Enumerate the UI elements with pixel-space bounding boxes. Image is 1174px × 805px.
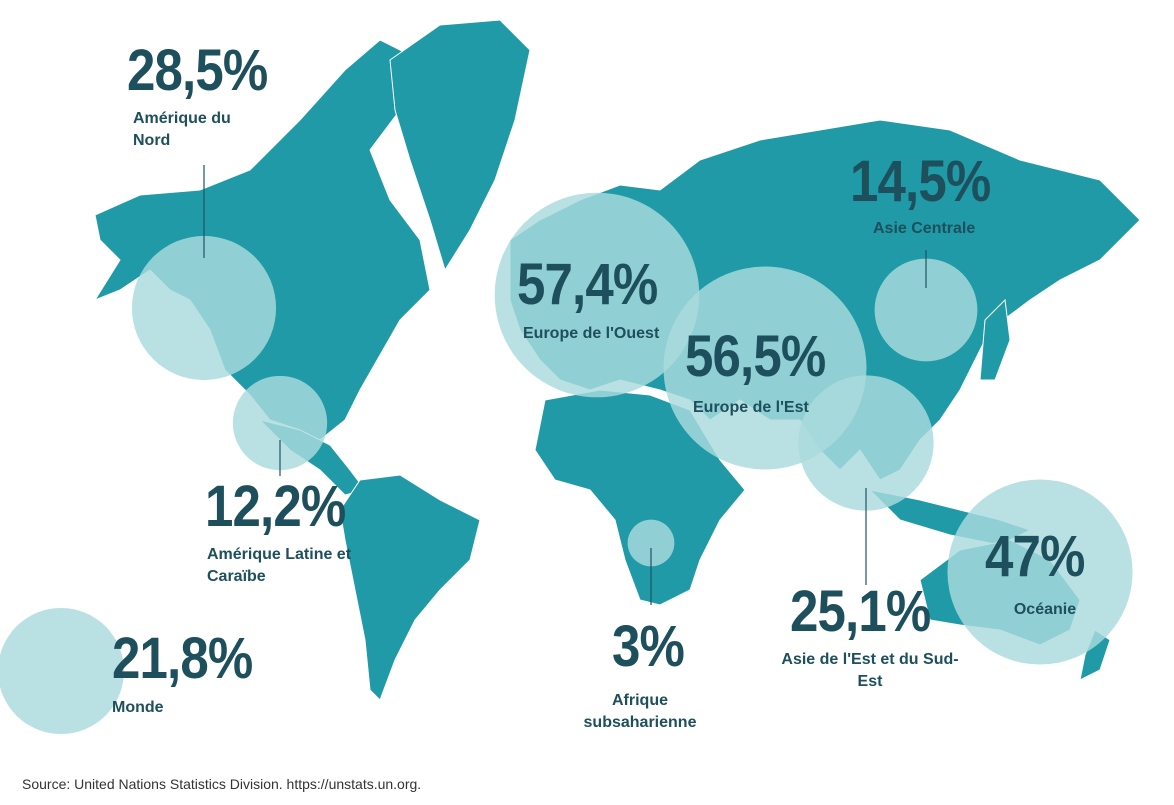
value-label: 25,1% bbox=[790, 579, 931, 644]
region-name: Monde bbox=[112, 699, 164, 716]
region-name: Asie Centrale bbox=[873, 220, 976, 237]
bubble bbox=[494, 192, 700, 398]
region-name: Amérique du Nord bbox=[133, 110, 231, 149]
bubble bbox=[874, 258, 978, 362]
region-name: Océanie bbox=[1013, 601, 1077, 618]
bubble bbox=[131, 235, 277, 381]
value-label: 14,5% bbox=[850, 149, 991, 214]
value-label: 28,5% bbox=[127, 38, 268, 103]
value-label: 56,5% bbox=[685, 324, 826, 389]
region-name: Europe de l'Ouest bbox=[523, 325, 660, 342]
region-name: Afrique subsaharienne bbox=[583, 692, 697, 731]
value-label: 3% bbox=[612, 614, 685, 679]
south-america bbox=[339, 474, 481, 701]
region-name: Asie de l'Est et du Sud-Est bbox=[781, 651, 959, 690]
leaders bbox=[203, 165, 927, 605]
value-label: 57,4% bbox=[517, 252, 658, 317]
japan bbox=[979, 298, 1011, 381]
region-name: Europe de l'Est bbox=[693, 399, 809, 416]
region-name: Amérique Latine et Caraïbe bbox=[207, 546, 352, 585]
bubble bbox=[947, 479, 1133, 665]
bubble bbox=[232, 375, 328, 471]
bubble bbox=[0, 607, 125, 735]
bubble bbox=[627, 519, 675, 567]
source: Source: United Nations Statistics Divisi… bbox=[22, 776, 422, 792]
greenland bbox=[389, 19, 531, 272]
value-label: 47% bbox=[985, 524, 1085, 589]
bubbles bbox=[0, 192, 1133, 735]
value-label: 12,2% bbox=[205, 474, 346, 539]
value-label: 21,8% bbox=[112, 626, 253, 691]
bubble bbox=[798, 375, 934, 511]
